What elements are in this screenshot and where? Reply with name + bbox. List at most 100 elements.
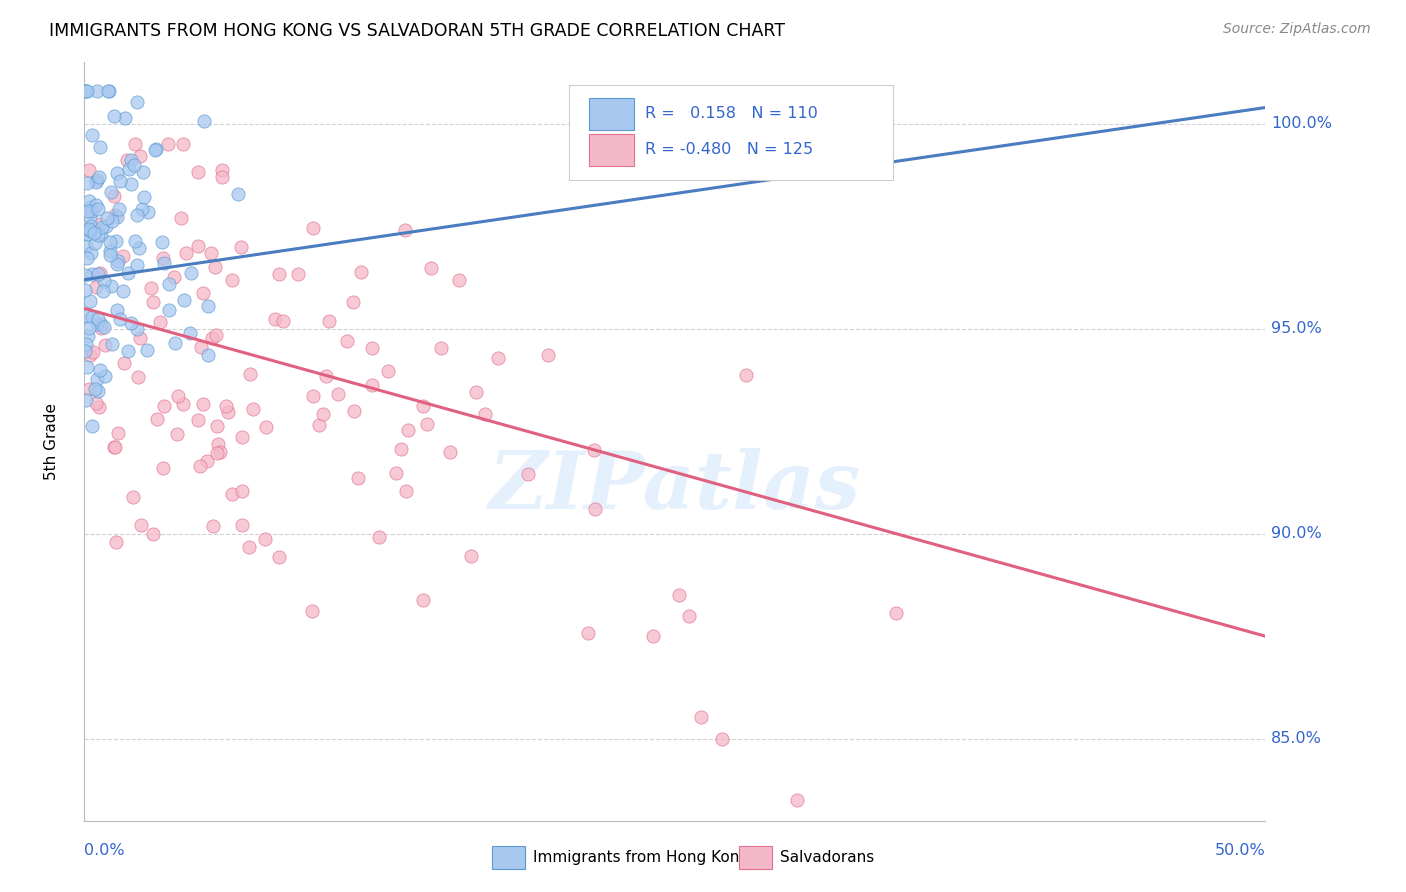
Point <box>211 170 233 185</box>
Point <box>89 266 111 280</box>
Point <box>114 111 136 125</box>
Point <box>87 400 110 414</box>
Point <box>89 217 111 231</box>
Point <box>86 173 108 187</box>
Point <box>80 245 103 260</box>
Point <box>80 219 103 234</box>
Point <box>231 517 253 532</box>
Point <box>678 609 700 624</box>
Point <box>77 321 100 335</box>
Point <box>89 139 111 153</box>
Text: 95.0%: 95.0% <box>1271 321 1322 336</box>
Point <box>156 137 179 152</box>
Point <box>73 84 96 98</box>
Point <box>179 326 201 340</box>
Point <box>152 252 174 266</box>
Point <box>342 295 364 310</box>
Point <box>343 404 366 418</box>
Point <box>287 267 309 281</box>
Point <box>394 222 416 236</box>
Point <box>124 234 146 248</box>
Point <box>302 389 325 403</box>
Point <box>395 484 418 499</box>
Point <box>145 412 167 426</box>
Point <box>101 336 124 351</box>
Point <box>460 549 482 563</box>
Point <box>125 322 148 336</box>
Point <box>127 369 149 384</box>
Point <box>129 149 152 163</box>
Point <box>90 321 112 335</box>
Point <box>129 331 152 345</box>
Text: 85.0%: 85.0% <box>1271 731 1322 747</box>
Bar <box>589 134 634 166</box>
Point <box>76 177 98 191</box>
Point <box>389 442 412 456</box>
Point <box>204 260 226 274</box>
Point <box>412 593 434 607</box>
Point <box>201 331 224 345</box>
Point <box>157 302 180 317</box>
Point <box>267 549 290 564</box>
Point <box>315 368 337 383</box>
Point <box>75 344 97 359</box>
Point <box>104 534 127 549</box>
Point <box>205 446 228 460</box>
Point <box>107 257 129 271</box>
Point <box>77 383 100 397</box>
Point <box>416 417 439 431</box>
Point <box>103 189 125 203</box>
Point <box>128 241 150 255</box>
Point <box>131 517 153 532</box>
Point <box>77 203 100 218</box>
Point <box>172 137 194 152</box>
Point <box>583 501 606 516</box>
Point <box>302 220 325 235</box>
Point <box>221 487 243 501</box>
Point <box>690 709 713 723</box>
Point <box>190 340 212 354</box>
Point <box>86 280 108 294</box>
Point <box>350 264 373 278</box>
Point <box>197 348 219 362</box>
Point <box>91 284 114 298</box>
Point <box>98 244 121 258</box>
Point <box>132 165 155 179</box>
Point <box>191 397 214 411</box>
Point <box>76 239 98 253</box>
Point <box>124 158 146 172</box>
Point <box>111 249 134 263</box>
Point <box>87 202 110 216</box>
Point <box>108 202 131 216</box>
Point <box>84 198 107 212</box>
Point <box>80 128 103 143</box>
Point <box>439 445 461 459</box>
Point <box>163 335 186 350</box>
Point <box>79 211 101 225</box>
Point <box>209 444 232 458</box>
Point <box>84 236 107 251</box>
Point <box>90 317 112 331</box>
FancyBboxPatch shape <box>568 85 893 180</box>
Point <box>142 527 165 541</box>
Point <box>193 114 215 128</box>
Point <box>172 397 194 411</box>
Point <box>111 284 134 298</box>
Point <box>120 316 142 330</box>
Point <box>211 162 233 177</box>
Point <box>221 273 243 287</box>
Point <box>153 256 176 270</box>
Point <box>734 368 756 383</box>
Text: IMMIGRANTS FROM HONG KONG VS SALVADORAN 5TH GRADE CORRELATION CHART: IMMIGRANTS FROM HONG KONG VS SALVADORAN … <box>49 22 785 40</box>
Point <box>191 286 214 301</box>
Point <box>419 261 441 276</box>
Point <box>312 407 335 421</box>
Point <box>124 137 146 152</box>
Point <box>89 228 111 243</box>
Text: 90.0%: 90.0% <box>1271 526 1322 541</box>
Point <box>122 490 145 504</box>
Point <box>145 142 167 156</box>
Point <box>89 363 111 377</box>
Point <box>205 418 228 433</box>
Point <box>464 385 486 400</box>
